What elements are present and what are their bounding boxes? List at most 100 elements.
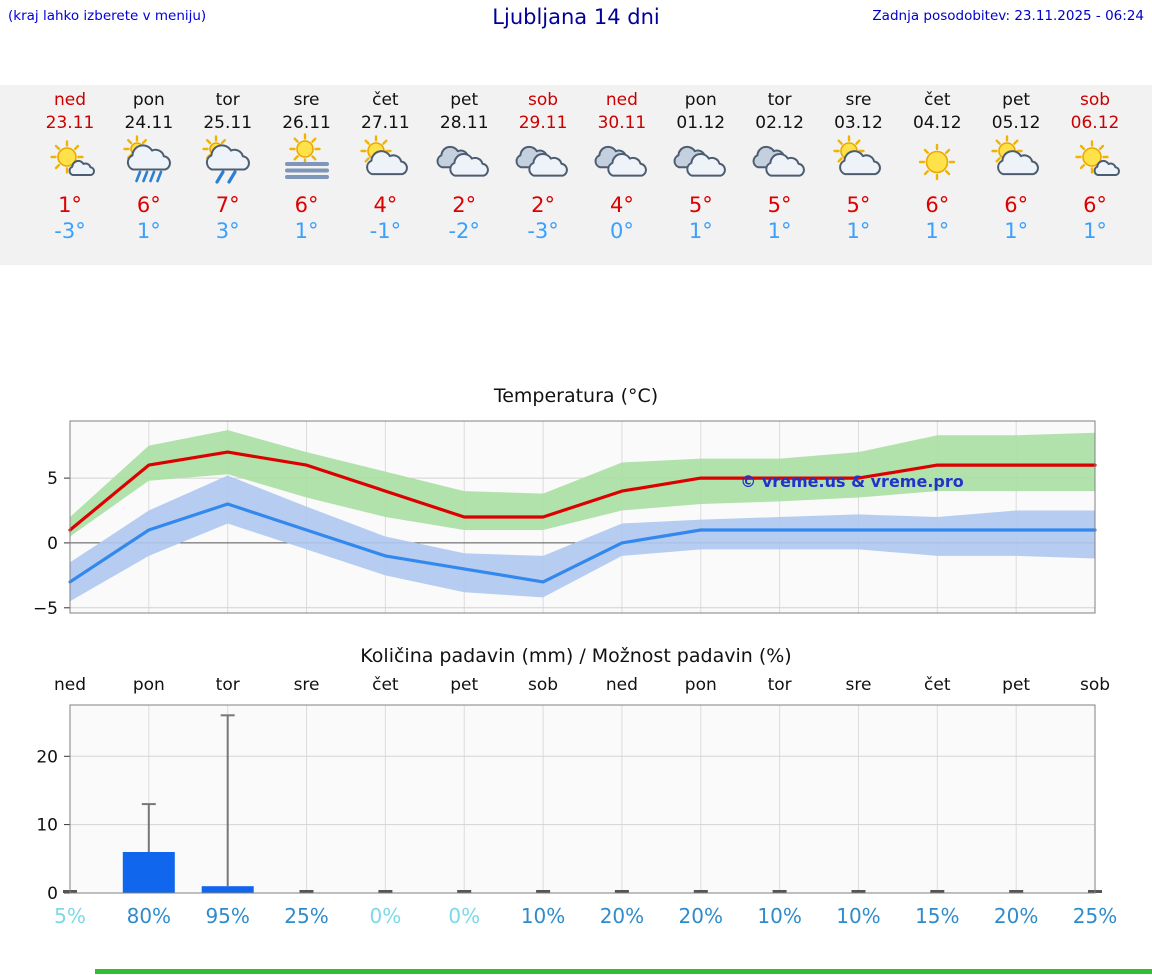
forecast-day-23.11: ned 23.11 1° -3° — [29, 90, 111, 243]
weather-icon-fog — [284, 133, 329, 179]
day-date-label: 03.12 — [834, 113, 883, 133]
precip-ytick-label: 10 — [36, 816, 58, 836]
day-name-label: čet — [924, 90, 951, 110]
precip-probability-label: 15% — [915, 904, 960, 928]
day-name-label: sre — [293, 90, 320, 110]
forecast-day-06.12: sob 06.12 6° 1° — [1054, 90, 1136, 243]
day-name-label: ned — [53, 90, 87, 110]
precip-day-label: pon — [684, 675, 717, 695]
max-temperature-line — [68, 450, 1097, 532]
forecast-day-29.11: sob 29.11 2° -3° — [502, 90, 584, 243]
precip-probability-label: 25% — [284, 904, 329, 928]
weather-icon-mostly-sunny — [1075, 140, 1131, 187]
max-temp-label: 6° — [136, 193, 161, 217]
day-name-label: ned — [605, 90, 638, 110]
precip-day-label: pet — [1002, 675, 1031, 695]
max-temp-label: 6° — [925, 193, 950, 217]
day-date-label: 30.11 — [597, 113, 647, 133]
precip-probability-row: 5% 80% 95% 25% 0% 0% 10% 20% 20% 10% 10% 15% 20% 25% — [0, 901, 1152, 935]
precip-baseline-tick — [378, 890, 393, 893]
precip-baseline-tick — [1009, 890, 1024, 893]
weather-icon-cloudy — [428, 137, 500, 187]
footer-green-bar — [95, 969, 1152, 974]
weather-icon-partly-cloudy — [991, 135, 1052, 187]
max-temp-label: 5° — [767, 193, 792, 217]
min-temp-label: 1° — [294, 219, 319, 243]
day-date-label: 05.12 — [991, 113, 1041, 133]
precip-baseline-tick — [457, 890, 472, 893]
page-header: (kraj lahko izberete v meniju) Ljubljana… — [0, 0, 1152, 85]
max-temp-label: 5° — [846, 193, 871, 217]
max-temp-label: 6° — [1083, 193, 1107, 217]
day-date-label: 29.11 — [518, 113, 568, 133]
temperature-chart: −5 0 5 © vreme.us & vreme.pro — [33, 420, 1097, 619]
max-temp-label: 4° — [609, 193, 634, 217]
weather-icon-cloudy — [507, 137, 579, 187]
precip-bar — [201, 886, 254, 893]
max-temp-range-band — [70, 430, 1095, 537]
day-date-label: 02.12 — [755, 113, 804, 133]
precip-probability-label: 10% — [520, 904, 566, 928]
min-temp-label: 3° — [215, 219, 240, 243]
day-date-label: 25.11 — [203, 113, 253, 133]
precip-day-label: pet — [450, 675, 479, 695]
precip-day-label: tor — [767, 675, 792, 695]
forecast-day-30.11: ned 30.11 4° 0° — [581, 90, 663, 243]
day-name-label: pet — [1002, 90, 1031, 110]
forecast-day-26.11: sre 26.11 6° 1° — [266, 90, 348, 243]
day-name-label: pet — [450, 90, 479, 110]
min-temp-label: 1° — [1083, 219, 1107, 243]
precip-baseline-tick — [536, 890, 551, 893]
max-temp-label: 5° — [688, 193, 713, 217]
temp-ytick-label: −5 — [33, 599, 58, 619]
day-name-label: pon — [684, 90, 717, 110]
day-name-label: sob — [528, 90, 559, 110]
forecast-day-24.11: pon 24.11 6° 1° — [108, 90, 190, 243]
max-temp-label: 7° — [215, 193, 240, 217]
min-temp-label: 1° — [1004, 219, 1029, 243]
temp-ytick-label: 0 — [47, 534, 58, 554]
forecast-day-01.12: pon 01.12 5° 1° — [660, 90, 742, 243]
weather-icon-cloudy — [744, 137, 816, 187]
precip-day-label: sre — [293, 675, 320, 695]
precip-probability-label: 5% — [54, 904, 86, 928]
precip-probability-label: 0% — [448, 904, 481, 928]
day-name-label: sob — [1079, 90, 1111, 110]
day-date-label: 23.11 — [45, 113, 95, 133]
forecast-day-05.12: pet 05.12 6° 1° — [975, 90, 1057, 243]
last-update: Zadnja posodobitev: 23.11.2025 - 06:24 — [872, 8, 1144, 24]
precip-day-label: čet — [924, 675, 951, 695]
precipitation-chart-title: Količina padavin (mm) / Možnost padavin … — [360, 645, 792, 667]
day-date-label: 26.11 — [282, 113, 331, 133]
precip-baseline-tick — [693, 890, 708, 893]
day-name-label: čet — [372, 90, 399, 110]
precip-day-label: sob — [528, 675, 559, 695]
precip-day-label: tor — [215, 675, 240, 695]
precip-baseline-tick — [614, 890, 629, 893]
min-temp-label: -3° — [527, 219, 559, 243]
precip-probability-label: 0% — [369, 904, 402, 928]
forecast-day-27.11: čet 27.11 4° -1° — [344, 90, 426, 243]
max-temp-label: 6° — [1004, 193, 1029, 217]
precip-ytick-label: 20 — [36, 747, 58, 767]
day-date-label: 01.12 — [676, 113, 726, 133]
weather-icon-partly-cloudy — [833, 135, 894, 187]
precip-day-label: sre — [845, 675, 872, 695]
precip-day-label: ned — [53, 675, 87, 695]
forecast-strip: ned 23.11 1° -3° pon 24.11 6° 1° tor 25.11… — [0, 85, 1152, 265]
temp-ytick-label: 5 — [47, 469, 58, 489]
spacer — [0, 620, 1152, 645]
min-temp-label: 1° — [925, 219, 950, 243]
weather-icon-cloudy — [665, 137, 737, 187]
watermark-link[interactable]: © vreme.us & vreme.pro — [740, 472, 963, 491]
day-date-label: 24.11 — [124, 113, 174, 133]
min-temp-range-band — [70, 475, 1095, 602]
min-temp-label: 1° — [136, 219, 161, 243]
precip-bar — [122, 852, 175, 893]
forecast-day-02.12: tor 02.12 5° 1° — [739, 90, 821, 243]
day-name-label: tor — [767, 90, 792, 110]
weather-icon-showers — [201, 135, 264, 184]
min-temp-label: 1° — [767, 219, 792, 243]
precip-baseline-tick — [851, 890, 866, 893]
